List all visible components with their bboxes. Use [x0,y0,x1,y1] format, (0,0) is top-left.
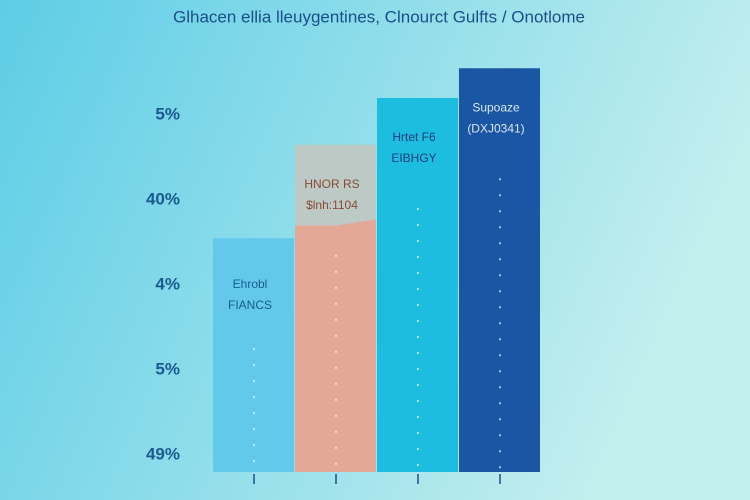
bar-segment [295,144,376,226]
bar-label: HNOR RS [304,177,359,191]
bar-label: Ehrobl [233,277,268,291]
y-tick-label: 5% [155,359,180,378]
segment-edge [295,219,376,234]
bar-label: (DXJ0341) [467,121,524,135]
bar-label: $lnh:1104 [306,198,358,212]
bar-label: Supoaze [472,100,520,114]
bar [377,98,458,472]
bar-label: Hrtet F6 [392,130,436,144]
bar [295,225,376,472]
bar-label: FIANCS [228,298,272,312]
chart-title: Glhacen ellia lleuygentines, Clnourct Gu… [173,7,585,26]
y-tick-label: 49% [146,444,180,463]
bar [213,238,294,472]
y-tick-label: 40% [146,189,180,208]
y-tick-label: 4% [155,274,180,293]
bar [459,68,540,472]
bar-label: EIBHGY [391,151,436,165]
y-tick-label: 5% [155,104,180,123]
